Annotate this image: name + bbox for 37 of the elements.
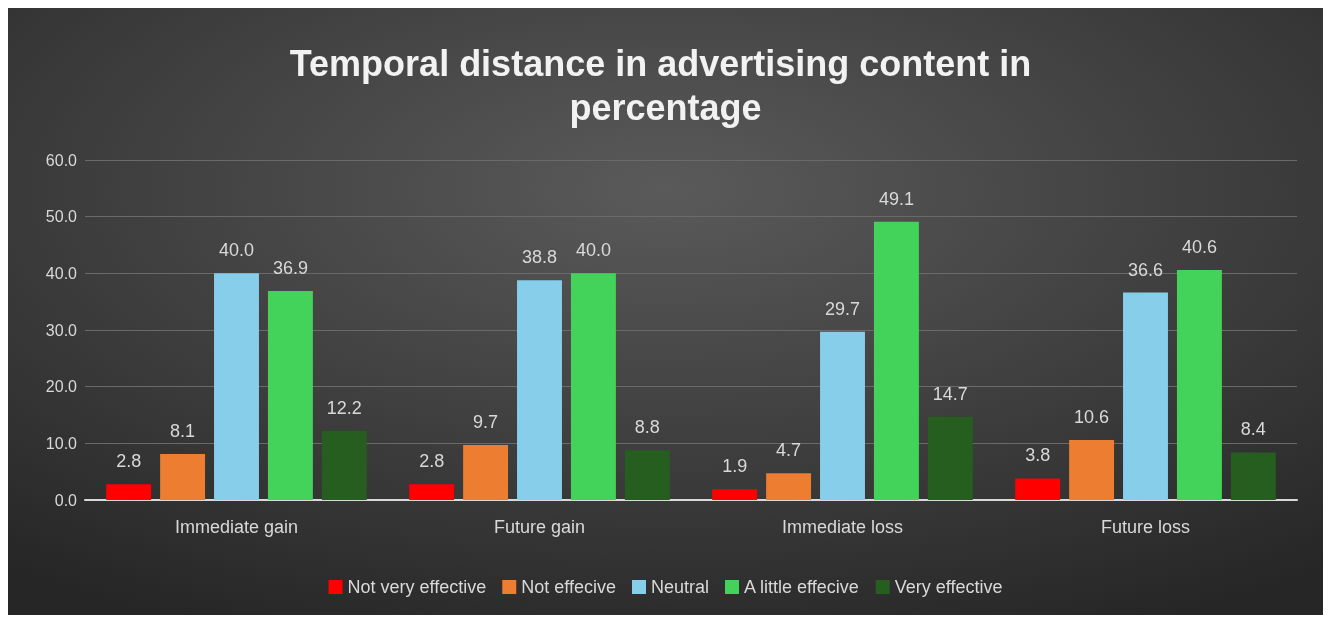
data-label: 36.6 [1127, 259, 1164, 280]
y-tick-label: 0.0 [54, 491, 78, 509]
legend-label: Not very effective [347, 577, 487, 597]
data-label: 4.7 [776, 440, 802, 461]
y-tick-label: 20.0 [45, 378, 78, 396]
legend-label: Neutral [650, 577, 710, 597]
x-tick-label: Immediate gain [174, 517, 299, 537]
data-label: 3.8 [1025, 445, 1051, 466]
data-label: 8.8 [634, 417, 660, 438]
x-tick-label: Future loss [1100, 517, 1191, 537]
data-label: 40.0 [575, 240, 611, 261]
data-label: 40.0 [218, 240, 255, 261]
data-label: 1.9 [722, 456, 748, 477]
data-label: 49.1 [878, 188, 914, 209]
x-tick-label: Immediate loss [781, 517, 904, 537]
x-tick-label: Future gain [493, 517, 586, 537]
data-label: 2.8 [419, 451, 445, 472]
legend-label: Very effective [894, 577, 1003, 597]
y-tick-label: 60.0 [45, 151, 78, 169]
data-label: 14.7 [932, 383, 968, 404]
y-tick-label: 50.0 [45, 208, 78, 226]
chart-title: Temporal distance in advertising content in percentage [289, 42, 1042, 128]
data-label: 38.8 [521, 247, 558, 268]
legend-label: A little effecive [744, 577, 859, 597]
data-label: 29.7 [824, 298, 861, 319]
y-tick-label: 30.0 [45, 321, 78, 339]
data-label: 10.6 [1074, 406, 1110, 427]
data-label: 2.8 [116, 451, 142, 472]
data-label: 9.7 [473, 412, 499, 433]
y-tick-label: 10.0 [45, 434, 78, 452]
legend-label: Not effecive [521, 577, 616, 597]
data-label: 8.1 [170, 421, 196, 442]
data-label: 40.6 [1181, 236, 1217, 257]
data-label: 8.4 [1240, 419, 1266, 440]
data-label: 36.9 [272, 257, 308, 278]
data-label: 12.2 [326, 397, 362, 418]
y-tick-label: 40.0 [45, 264, 78, 282]
